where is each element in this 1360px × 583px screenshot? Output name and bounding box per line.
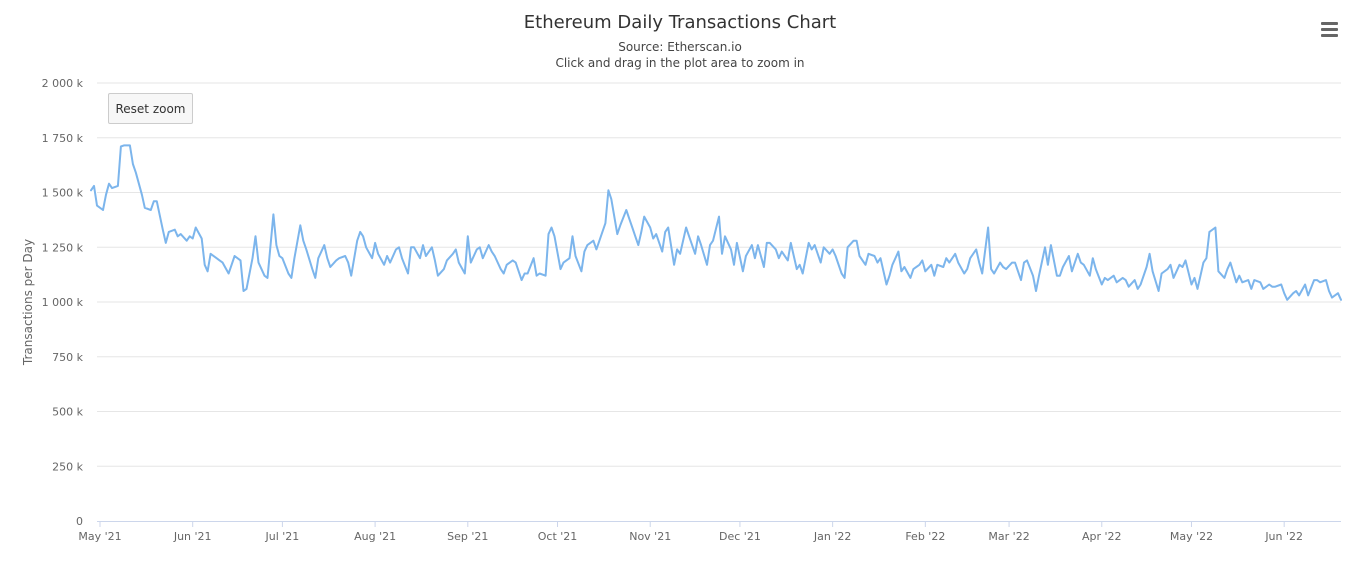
y-tick-label: 250 k: [52, 460, 83, 473]
series-line: [90, 144, 1342, 301]
x-tick-label: Jul '21: [265, 530, 300, 543]
x-tick-label: Jun '21: [173, 530, 212, 543]
x-tick-label: May '21: [78, 530, 121, 543]
x-tick-label: Jun '22: [1264, 530, 1303, 543]
x-tick-label: Feb '22: [905, 530, 945, 543]
chart-title: Ethereum Daily Transactions Chart: [523, 12, 837, 33]
x-tick-label: Mar '22: [988, 530, 1029, 543]
y-axis-title: Transactions per Day: [21, 239, 35, 366]
x-tick-label: Sep '21: [447, 530, 488, 543]
y-tick-label: 750 k: [52, 351, 83, 364]
x-tick-label: Dec '21: [719, 530, 761, 543]
zoom-hint: Click and drag in the plot area to zoom …: [555, 56, 805, 70]
series-group: [90, 144, 1342, 301]
reset-zoom-button[interactable]: Reset zoom: [108, 93, 193, 124]
x-tick-label: Apr '22: [1082, 530, 1122, 543]
y-tick-label: 1 250 k: [42, 241, 84, 254]
y-tick-label: 500 k: [52, 406, 83, 419]
x-tick-label: Nov '21: [629, 530, 671, 543]
y-tick-label: 0: [76, 515, 83, 528]
x-tick-label: May '22: [1170, 530, 1213, 543]
chart-subtitle: Source: Etherscan.io: [618, 40, 742, 54]
x-tick-label: Oct '21: [538, 530, 578, 543]
y-tick-label: 2 000 k: [42, 77, 84, 90]
y-axis-ticks: 0 250 k 500 k 750 k 1 000 k 1 250 k 1 500 k 1 7…: [42, 77, 84, 528]
y-gridlines: [97, 82, 1341, 467]
y-tick-label: 1 500 k: [42, 187, 84, 200]
y-tick-label: 1 750 k: [42, 132, 84, 145]
y-tick-label: 1 000 k: [42, 296, 84, 309]
x-axis-ticks: May '21 Jun '21 Jul '21 Aug '21 Sep '21 Oct '…: [78, 521, 1303, 543]
x-tick-label: Jan '22: [813, 530, 851, 543]
x-tick-label: Aug '21: [354, 530, 396, 543]
hamburger-menu-icon[interactable]: [1319, 20, 1341, 38]
